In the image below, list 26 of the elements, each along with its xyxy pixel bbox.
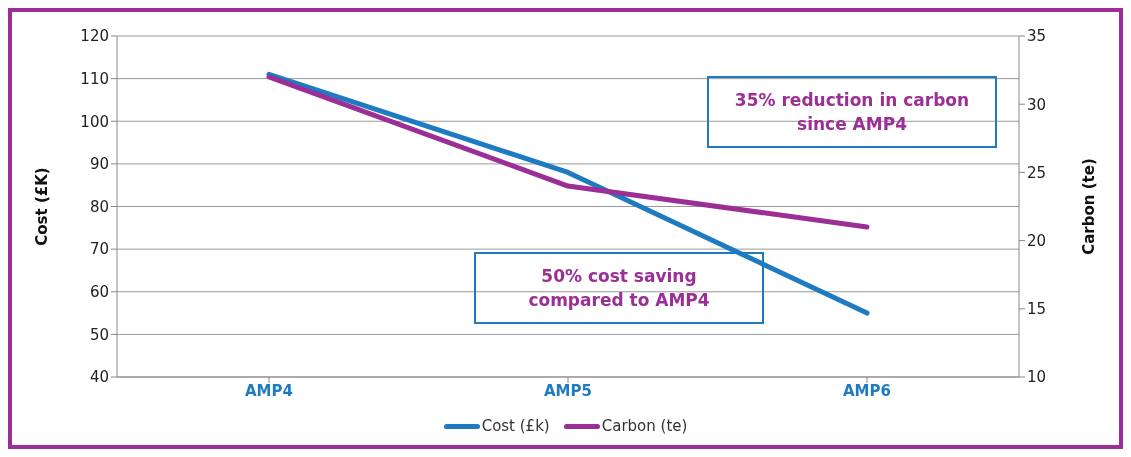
legend-label: Cost (£k): [480, 417, 550, 435]
y-tick-label: 120: [80, 27, 109, 46]
annotation: 35% reduction in carbon since AMP4: [733, 89, 971, 136]
y-tick-label: 60: [89, 283, 109, 302]
y-tick-label: 40: [89, 368, 109, 387]
y2-axis-title: Carbon (te): [1080, 158, 1099, 255]
legend-label: Carbon (te): [600, 417, 688, 435]
x-tick-label: AMP5: [544, 381, 592, 400]
y2-tick-label: 20: [1027, 231, 1047, 250]
y2-tick-label: 25: [1027, 163, 1047, 182]
y2-tick-label: 10: [1027, 368, 1047, 387]
x-tick-label: AMP4: [245, 381, 293, 400]
y-tick-label: 50: [89, 325, 109, 344]
y2-tick-label: 30: [1027, 95, 1047, 114]
y-tick-label: 70: [89, 240, 109, 259]
y-tick-label: 90: [89, 155, 109, 174]
y2-tick-label: 35: [1027, 27, 1047, 46]
y-tick-label: 80: [89, 197, 109, 216]
y-axis-title: Cost (£K): [33, 167, 52, 246]
y-tick-label: 110: [80, 69, 109, 88]
text-box: 35% reduction in carbon since AMP4: [707, 76, 997, 148]
annotation: 50% cost saving compared to AMP4: [527, 265, 711, 312]
y-tick-label: 100: [80, 112, 109, 131]
x-tick-label: AMP6: [843, 381, 891, 400]
text-box: 50% cost saving compared to AMP4: [474, 252, 764, 324]
y2-tick-label: 15: [1027, 300, 1047, 319]
